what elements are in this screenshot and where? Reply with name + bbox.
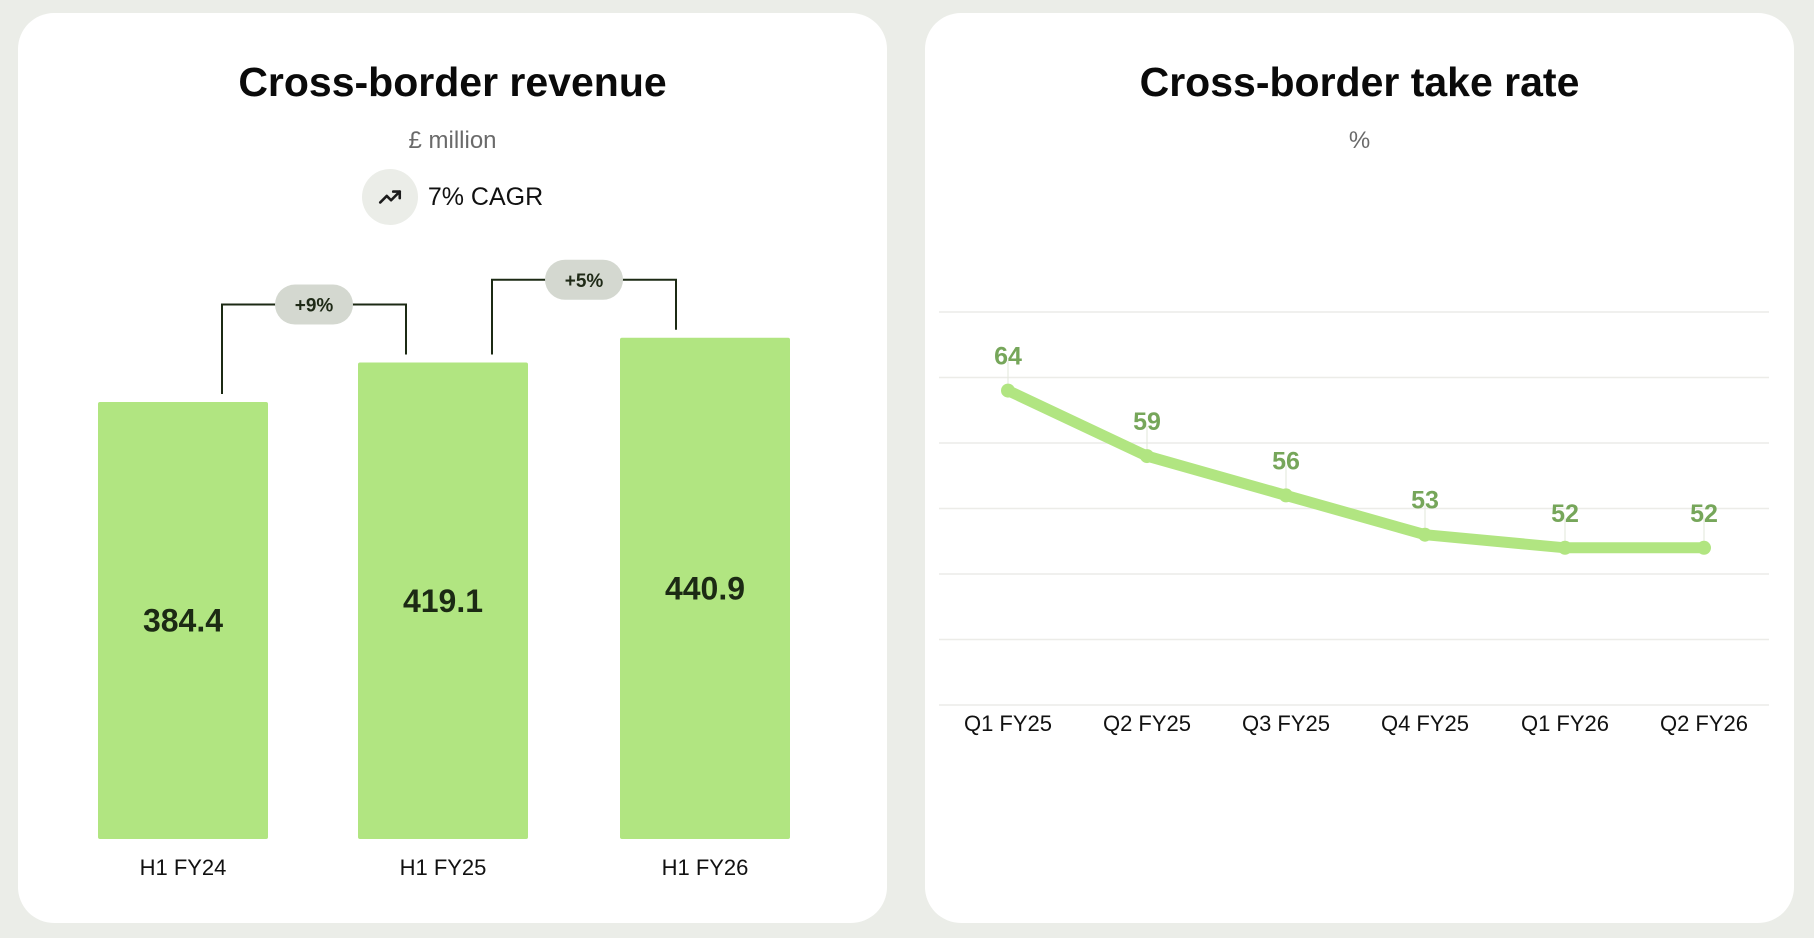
data-point — [1001, 383, 1015, 398]
data-point-label: 59 — [1133, 408, 1161, 436]
revenue-chart-subtitle: £ million — [408, 127, 497, 154]
data-point — [1697, 540, 1711, 555]
x-tick-label: Q1 FY26 — [1521, 711, 1609, 736]
x-tick-label: H1 FY26 — [662, 855, 749, 880]
x-tick-label: Q4 FY25 — [1381, 711, 1469, 736]
data-point-label: 56 — [1272, 447, 1300, 475]
data-point-label: 52 — [1690, 500, 1718, 528]
take-rate-card: Cross-border take rate % 64 Q1 FY25 59 Q2 F… — [925, 13, 1794, 923]
growth-pill — [545, 259, 623, 300]
growth-label: +5% — [565, 271, 604, 292]
data-point — [1418, 527, 1432, 542]
x-tick-label: Q3 FY25 — [1242, 711, 1330, 736]
take-rate-chart-title: Cross-border take rate — [1139, 59, 1580, 105]
bar — [98, 402, 268, 839]
revenue-card: Cross-border revenue £ million 7% CAGR 3… — [18, 13, 887, 923]
bar — [620, 337, 790, 839]
cagr-badge: 7% CAGR — [18, 169, 887, 225]
revenue-bar-chart: 384.4 H1 FY24 419.1 H1 FY25 440.9 H1 FY26 +9% +… — [98, 259, 790, 880]
data-point-label: 64 — [994, 343, 1022, 371]
growth-pill — [275, 284, 353, 325]
x-tick-label: H1 FY24 — [140, 855, 227, 880]
take-rate-chart-subtitle: % — [1348, 127, 1371, 154]
cagr-label: 7% CAGR — [427, 182, 544, 211]
x-tick-label: Q1 FY25 — [964, 711, 1052, 736]
bar — [358, 362, 528, 839]
take-rate-line-chart: 64 Q1 FY25 59 Q2 FY25 56 Q3 FY25 53 Q4 FY25 52 Q1… — [939, 311, 1769, 736]
data-point — [1558, 540, 1572, 555]
x-tick-label: H1 FY25 — [400, 855, 487, 880]
bar-value-label: 440.9 — [665, 570, 745, 606]
bar-value-label: 384.4 — [143, 603, 223, 639]
series-line — [1002, 385, 1710, 554]
data-point — [1140, 449, 1154, 464]
data-point — [1279, 488, 1293, 503]
trend-up-icon — [361, 169, 418, 225]
x-tick-label: Q2 FY26 — [1660, 711, 1748, 736]
data-point-label: 52 — [1551, 500, 1579, 528]
growth-label: +9% — [295, 296, 334, 317]
bar-value-label: 419.1 — [403, 583, 483, 619]
x-tick-label: Q2 FY25 — [1103, 711, 1191, 736]
data-point-label: 53 — [1411, 487, 1439, 515]
revenue-chart-title: Cross-border revenue — [238, 59, 667, 105]
